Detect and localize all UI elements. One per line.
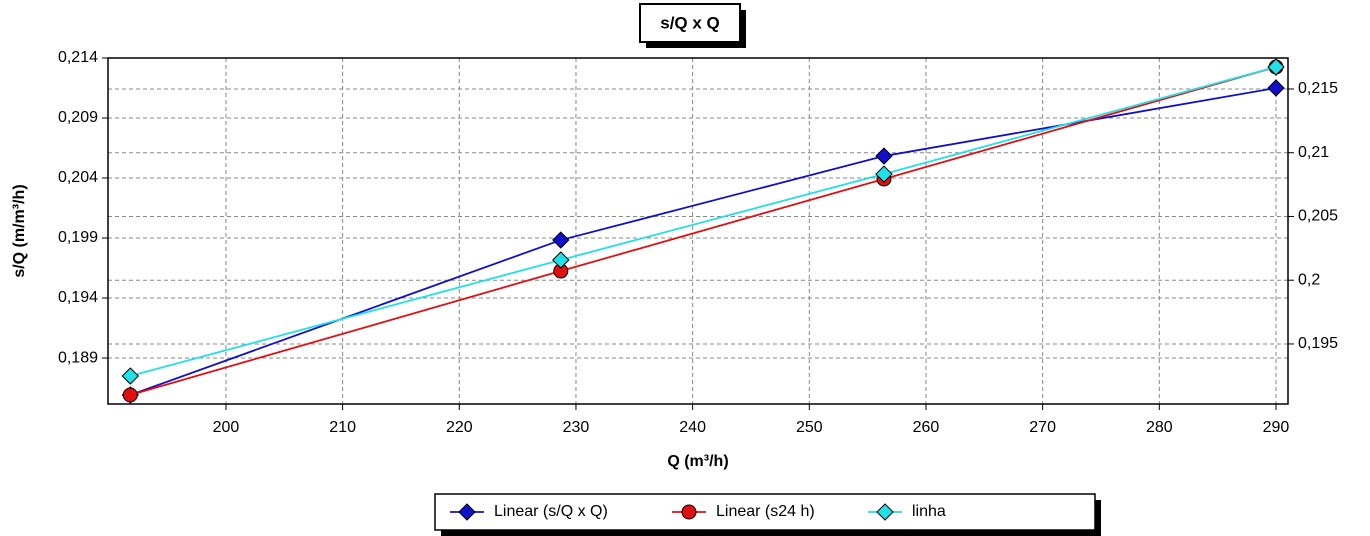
legend-label: linha xyxy=(912,503,946,520)
legend-marker xyxy=(876,503,894,521)
series-line xyxy=(129,87,1277,396)
data-point xyxy=(875,147,893,165)
x-tick-label: 270 xyxy=(1029,419,1056,436)
y2-tick-label: 0,195 xyxy=(1298,335,1338,352)
x-tick-label: 250 xyxy=(796,419,823,436)
y2-tick-label: 0,21 xyxy=(1298,144,1329,161)
x-axis-label: Q (m³/h) xyxy=(667,453,728,470)
y-tick-label: 0,209 xyxy=(58,109,98,126)
legend-label: Linear (s/Q x Q) xyxy=(494,503,608,520)
x-tick-label: 210 xyxy=(329,419,356,436)
y-tick-label: 0,194 xyxy=(58,289,98,306)
data-point xyxy=(122,387,138,403)
series-line xyxy=(130,66,1277,377)
data-point xyxy=(552,231,570,249)
title-box xyxy=(639,3,741,43)
y2-tick-label: 0,215 xyxy=(1298,80,1338,97)
chart-title: s/Q x Q xyxy=(660,13,720,32)
x-tick-label: 280 xyxy=(1146,419,1173,436)
x-tick-label: 290 xyxy=(1263,419,1290,436)
legend-label: Linear (s24 h) xyxy=(716,503,815,520)
y2-tick-label: 0,2 xyxy=(1298,271,1320,288)
y-tick-label: 0,214 xyxy=(58,49,98,66)
data-point xyxy=(1267,58,1285,76)
x-tick-label: 200 xyxy=(213,419,240,436)
data-point xyxy=(552,251,570,269)
y-tick-label: 0,204 xyxy=(58,169,98,186)
y-tick-label: 0,189 xyxy=(58,349,98,366)
series-line xyxy=(130,66,1277,396)
y-axis-label: s/Q (m/m³/h) xyxy=(11,184,28,277)
legend-marker xyxy=(681,504,697,520)
x-tick-label: 260 xyxy=(913,419,940,436)
y2-tick-label: 0,205 xyxy=(1298,208,1338,225)
x-tick-label: 220 xyxy=(446,419,473,436)
legend-marker xyxy=(458,503,476,521)
x-tick-label: 230 xyxy=(563,419,590,436)
legend-box xyxy=(434,493,1096,531)
x-tick-label: 240 xyxy=(679,419,706,436)
y-tick-label: 0,199 xyxy=(58,229,98,246)
plot-frame xyxy=(107,57,1289,405)
data-point xyxy=(875,165,893,183)
data-point xyxy=(121,367,139,385)
data-point xyxy=(1267,79,1285,97)
